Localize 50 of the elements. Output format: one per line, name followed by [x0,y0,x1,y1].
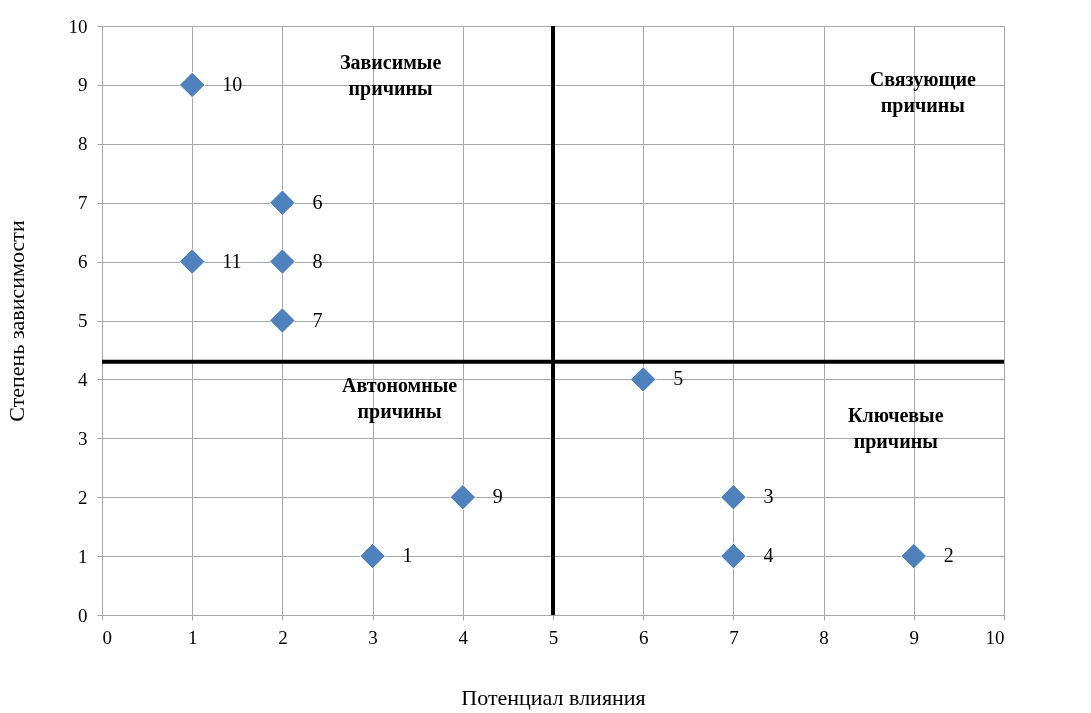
x-tick-label: 9 [909,626,920,648]
x-tick-label: 3 [368,626,378,648]
point [449,483,477,511]
annotation: 7 [312,308,323,331]
annotation: Зависимые причины [339,50,442,100]
y-tick-label: 10 [68,15,88,37]
annotation: 8 [312,249,323,272]
point [720,542,747,570]
x-tick-label: 4 [458,626,469,648]
annotation: 6 [312,190,323,213]
point [269,189,296,216]
annotation: Ключевые причины [847,403,944,453]
annotation: 5 [673,367,684,390]
annotation: Автономные причины [342,374,458,424]
y-tick-label: 2 [78,486,88,508]
x-tick-label: 10 [985,626,1005,648]
x-tick-label: 8 [819,626,829,648]
x-tick-label: 7 [729,626,739,648]
x-tick-label: 1 [187,626,198,648]
y-tick-label: 9 [78,74,88,96]
annotation: 4 [763,544,774,567]
point [178,248,206,275]
y-tick-label: 4 [78,368,88,390]
y-tick-label: 7 [78,192,88,214]
x-tick-label: 6 [638,626,649,648]
annotation: 1 [402,544,413,567]
point [629,366,657,393]
y-tick-label: 8 [78,133,88,155]
x-axis-title: Потенциал влияния [461,684,646,710]
annotation: 9 [492,485,503,508]
annotation: 11 [222,249,242,272]
annotation: 10 [222,72,243,95]
y-tick-label: 5 [78,310,88,331]
point [178,71,206,99]
y-tick-label: 1 [78,545,88,567]
y-tick-label: 3 [78,427,88,449]
annotation: 2 [943,544,954,567]
y-tick-label: 0 [78,604,88,626]
y-tick-label: 6 [78,251,88,273]
x-tick-label: 5 [548,626,559,648]
point [720,483,747,511]
point [269,248,296,275]
x-tick-label: 2 [278,626,288,648]
point [900,542,928,570]
point [359,542,386,570]
x-tick-label: 0 [102,626,112,648]
annotation: 3 [763,485,774,508]
y-axis-title: Степень зависимости [3,220,29,422]
point [269,307,296,334]
annotation: Связующие причины [869,68,976,118]
